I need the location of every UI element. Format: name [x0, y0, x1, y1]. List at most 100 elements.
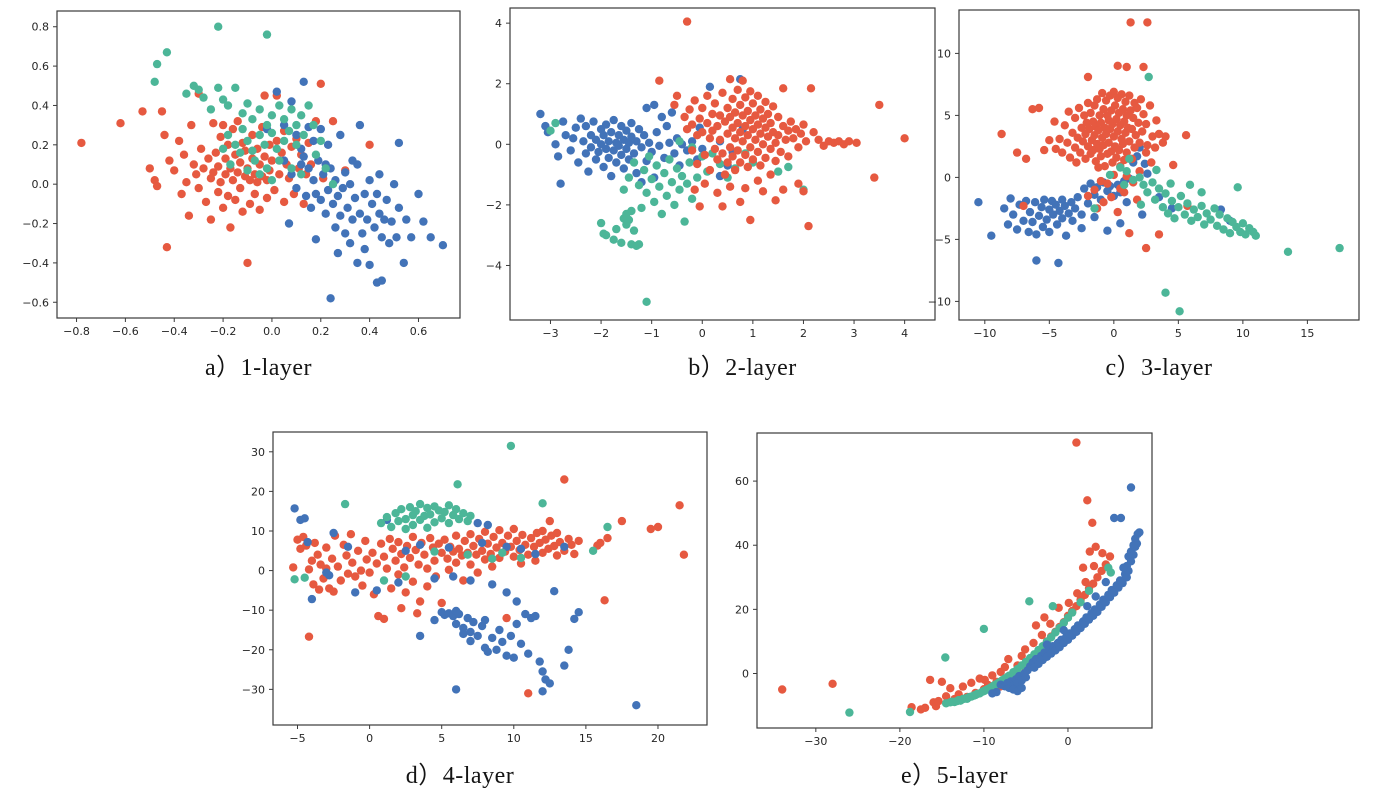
data-point [243, 166, 252, 175]
data-point [1129, 175, 1138, 185]
data-point [419, 217, 428, 226]
data-point [581, 121, 591, 131]
data-point [201, 197, 211, 207]
scatter-plot-d: −5 0 5 10 15 20 −30 −20 −10 0 10 20 30 [242, 431, 708, 745]
scatter-plot-b: −3 −2 −1 0 1 2 3 4 −4 −2 0 2 4 [486, 7, 936, 340]
data-point [1009, 210, 1018, 219]
data-point [622, 126, 631, 135]
data-point [662, 121, 671, 131]
data-point [1106, 568, 1115, 577]
data-point [405, 553, 415, 563]
data-point [451, 531, 461, 540]
data-point [560, 661, 569, 670]
data-point [845, 708, 854, 717]
data-point [1084, 586, 1094, 595]
data-point [1064, 598, 1073, 608]
data-point [199, 164, 208, 173]
data-point [531, 611, 540, 621]
data-point [1034, 103, 1044, 113]
data-point [350, 193, 360, 203]
data-point [1017, 651, 1026, 661]
x-tick-label: −20 [888, 735, 911, 748]
data-point [1080, 111, 1089, 120]
data-point [665, 138, 674, 147]
data-point [415, 499, 425, 509]
data-point [152, 59, 162, 69]
data-point [192, 170, 201, 179]
data-point [1083, 98, 1093, 108]
data-point [1052, 220, 1062, 229]
x-tick-label: 0 [1110, 327, 1117, 340]
data-point [552, 528, 562, 538]
data-point [1100, 162, 1109, 171]
data-point [1098, 549, 1107, 558]
data-point [1067, 198, 1076, 207]
data-point [730, 165, 740, 175]
x-tick-label: 0.0 [263, 325, 281, 338]
scatter-plot-e: −30 −20 −10 0 0 20 40 60 [735, 432, 1153, 748]
data-point [1139, 62, 1148, 72]
data-point [1038, 222, 1048, 232]
data-point [502, 588, 511, 597]
data-point [619, 164, 628, 173]
data-point [430, 615, 439, 625]
data-point [1019, 201, 1028, 211]
data-point [1000, 204, 1009, 213]
data-point [828, 679, 837, 688]
data-point [1017, 683, 1026, 693]
data-point [599, 162, 608, 172]
x-tick-label: −10 [972, 735, 995, 748]
y-tick-label: −10 [928, 295, 951, 308]
x-tick-label: 0.4 [361, 325, 379, 338]
data-point [627, 118, 636, 128]
data-point [316, 195, 325, 205]
data-point [941, 692, 951, 701]
data-point [1037, 203, 1046, 212]
data-point [440, 507, 449, 517]
y-tick-label: 0 [495, 138, 502, 151]
data-point [314, 585, 324, 594]
x-tick-label: 5 [438, 732, 445, 745]
data-point [353, 546, 363, 555]
data-point [566, 146, 575, 155]
data-point [423, 582, 432, 591]
data-point [226, 223, 235, 232]
data-point [1064, 107, 1073, 116]
data-point [738, 137, 747, 146]
data-point [778, 685, 787, 694]
data-point [695, 202, 704, 211]
data-point [1113, 61, 1122, 70]
data-point [579, 137, 588, 146]
data-point [687, 146, 697, 155]
data-point [437, 514, 446, 523]
data-point [1068, 216, 1077, 225]
data-point [480, 527, 490, 536]
data-point [695, 114, 704, 123]
data-point [1174, 203, 1183, 212]
data-point [502, 651, 511, 660]
y-tick-label: 2 [495, 78, 502, 91]
data-point [379, 614, 389, 624]
data-point [233, 168, 242, 177]
data-point [1040, 145, 1049, 155]
data-point [423, 564, 432, 573]
data-point [1187, 216, 1196, 225]
data-point [1180, 210, 1189, 219]
data-point [1040, 613, 1049, 622]
scatter-plot-b-container: −3 −2 −1 0 1 2 3 4 −4 −2 0 2 4 [462, 0, 945, 354]
x-tick-label: −1 [644, 327, 660, 340]
plot-frame [958, 9, 1360, 321]
data-point [761, 153, 770, 163]
data-point [685, 158, 694, 167]
data-point [255, 130, 264, 140]
data-point [184, 211, 194, 220]
data-point [642, 103, 651, 113]
data-point [538, 526, 547, 536]
data-point [1139, 180, 1148, 189]
data-point [1020, 645, 1030, 654]
data-point [411, 507, 420, 516]
data-point [667, 108, 677, 117]
x-tick-label: 0 [699, 327, 706, 340]
data-point [1136, 200, 1146, 209]
